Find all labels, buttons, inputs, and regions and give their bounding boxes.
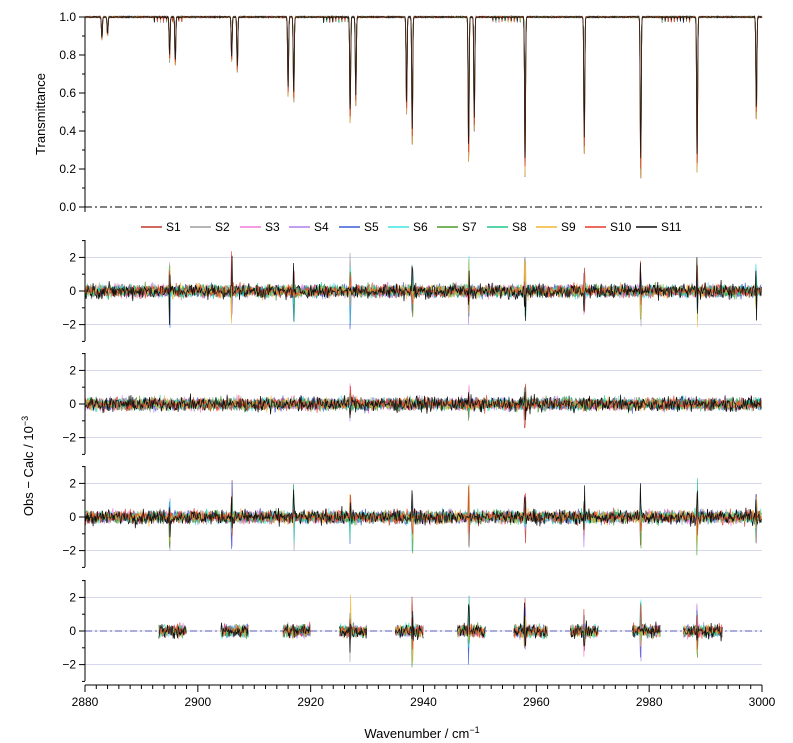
spectrum-y-tick-label: 0.4: [59, 124, 76, 138]
transmittance-axis-label: Transmittance: [33, 73, 48, 155]
chart-data-layer: [84, 14, 763, 668]
residual-y-tick-label: 0: [69, 510, 76, 524]
spectrum-series-line-S5: [84, 14, 763, 179]
spectrum-series-line-S7: [84, 15, 763, 159]
spectrum-series-line-S4: [84, 15, 763, 149]
x-tick-label: 2940: [410, 695, 437, 709]
residual-axis-label-exponent: −3: [20, 416, 30, 426]
residual-series-line-S6: [158, 599, 723, 648]
legend-label-S11: S11: [661, 220, 682, 234]
x-axis-label-text: Wavenumber / cm: [364, 726, 469, 741]
legend-label-S6: S6: [413, 220, 428, 234]
residual-series-line-S11: [158, 602, 723, 653]
x-axis-label: Wavenumber / cm−1: [364, 725, 479, 741]
x-axis-label-exponent: −1: [469, 725, 479, 735]
x-tick-label: 2980: [636, 695, 663, 709]
spectrum-series-line-S2: [84, 15, 763, 168]
x-tick-label: 2960: [523, 695, 550, 709]
residual-y-tick-label: −2: [62, 318, 76, 332]
spectrum-series-line-S6: [84, 14, 763, 168]
residual-series-line-S11: [84, 391, 762, 421]
residual-y-tick-label: 2: [69, 476, 76, 490]
legend-label-S3: S3: [265, 220, 280, 234]
legend-label-S4: S4: [314, 220, 329, 234]
residual-axis-label: Obs − Calc / 10−3: [20, 416, 36, 516]
x-tick-label: 3000: [749, 695, 776, 709]
chart-axes: 0.0 0.2 0.4 0.6 0.8 1.0 2 0 −2 2 0 −2 2 0 −2 2 0 −2 2880 29…: [59, 10, 775, 709]
spectrum-y-tick-label: 0.6: [59, 86, 76, 100]
residual-series-line-S7: [158, 615, 723, 668]
legend-label-S5: S5: [364, 220, 379, 234]
residual-series-line-S6: [84, 497, 762, 552]
residual-y-tick-label: 2: [69, 363, 76, 377]
spectrum-series-line-S8: [84, 15, 763, 149]
spectrum-series-line-S1: [84, 15, 763, 179]
residual-y-tick-label: 2: [69, 250, 76, 264]
spectrum-series-line-S11: [84, 14, 763, 159]
legend-label-S10: S10: [610, 220, 632, 234]
spectrum-series-line-S10: [84, 14, 763, 169]
x-tick-label: 2920: [297, 695, 324, 709]
legend-label-S7: S7: [462, 220, 477, 234]
residual-series-line-S1: [158, 596, 723, 651]
residual-y-tick-label: −2: [62, 544, 76, 558]
residual-y-tick-label: 0: [69, 284, 76, 298]
x-tick-label: 2880: [72, 695, 99, 709]
spectrum-series-line-S3: [85, 15, 763, 159]
spectrum-y-tick-label: 0.8: [59, 48, 76, 62]
residual-series-line-S10: [84, 485, 762, 536]
chart-legend: S1 S2 S3 S4 S5 S6 S7 S8 S9 S10 S11: [141, 220, 682, 234]
residual-y-tick-label: 0: [69, 624, 76, 638]
residual-y-tick-label: −2: [62, 431, 76, 445]
legend-label-S2: S2: [215, 220, 230, 234]
residual-series-line-S8: [84, 478, 762, 540]
residual-series-line-S2: [158, 614, 723, 663]
residual-series-line-S11: [84, 483, 762, 538]
residual-y-tick-label: 0: [69, 397, 76, 411]
legend-label-S9: S9: [561, 220, 576, 234]
residual-series-line-S11: [84, 255, 762, 325]
residual-series-line-S9: [84, 392, 762, 413]
legend-label-S1: S1: [166, 220, 181, 234]
chart-background: [85, 256, 762, 665]
residual-y-tick-label: 2: [69, 590, 76, 604]
spectrum-y-tick-label: 0.2: [59, 162, 76, 176]
residual-y-tick-label: −2: [62, 658, 76, 672]
spectrum-y-tick-label: 0.0: [59, 200, 76, 214]
x-tick-label: 2900: [184, 695, 211, 709]
residual-series-line-S5: [84, 386, 762, 414]
legend-label-S8: S8: [512, 220, 527, 234]
spectrum-series-line-S9: [84, 15, 763, 179]
residual-axis-label-text: Obs − Calc / 10: [21, 426, 36, 516]
spectrum-y-tick-label: 1.0: [59, 10, 76, 24]
